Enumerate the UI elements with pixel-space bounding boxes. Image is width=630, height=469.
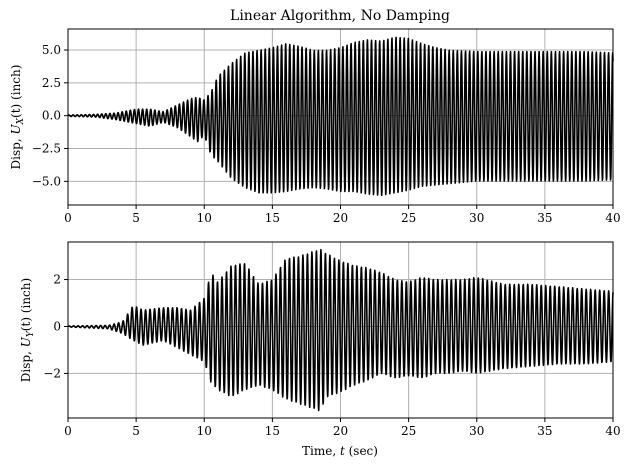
top-y-ticks: 5.0 2.5 0.0 −2.5 −5.0 [32,43,68,188]
y-tick-label: 0 [53,319,61,333]
x-tick-label: 35 [537,424,552,438]
chart-title: Linear Algorithm, No Damping [230,8,450,24]
top-series-line [67,36,614,197]
top-y-axis-label: Disp, UX(t) (inch) [9,65,26,170]
x-tick-label: 30 [469,211,484,225]
x-tick-label: 10 [197,211,212,225]
y-tick-label: −5.0 [32,174,61,188]
x-tick-label: 35 [537,211,552,225]
x-tick-label: 30 [469,424,484,438]
x-tick-label: 0 [64,211,72,225]
y-tick-label: 2 [53,273,61,287]
top-x-ticks: 0 5 10 15 20 25 30 35 40 [64,205,621,225]
x-tick-label: 20 [333,424,348,438]
x-tick-label: 5 [132,424,140,438]
y-tick-label: −2.5 [32,142,61,156]
x-tick-label: 5 [132,211,140,225]
x-tick-label: 25 [401,424,416,438]
x-tick-label: 20 [333,211,348,225]
y-tick-label: 5.0 [42,43,61,57]
x-tick-label: 10 [197,424,212,438]
y-tick-label: 2.5 [42,76,61,90]
bottom-x-ticks: 0 5 10 15 20 25 30 35 40 [64,418,621,438]
x-tick-label: 15 [265,211,280,225]
y-tick-label: −2 [43,366,61,380]
top-subplot: 0 5 10 15 20 25 30 35 40 5.0 2.5 0.0 −2.5 −5.0 [32,28,621,225]
x-axis-label: Time, t (sec) [302,444,378,458]
bottom-y-axis-label: Disp, UY(t) (inch) [19,278,36,382]
x-tick-label: 0 [64,424,72,438]
y-tick-label: 0.0 [42,109,61,123]
x-tick-label: 40 [605,424,620,438]
bottom-series-line [67,248,614,412]
bottom-y-ticks: 2 0 −2 [43,273,68,380]
x-tick-label: 15 [265,424,280,438]
x-tick-label: 40 [605,211,620,225]
x-tick-label: 25 [401,211,416,225]
